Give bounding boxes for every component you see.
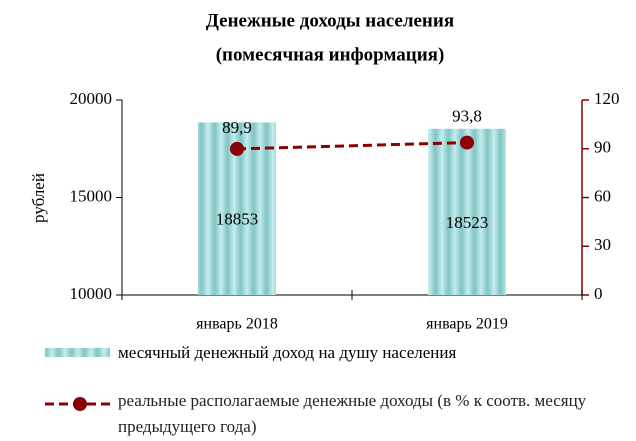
- line: [236, 141, 468, 151]
- y2-tick-label: 0: [594, 284, 603, 303]
- line-point: [460, 135, 474, 150]
- y2-tick-label: 60: [594, 186, 611, 205]
- bar-label: 18523: [446, 213, 489, 232]
- bar: [428, 128, 506, 295]
- chart-title: Денежные доходы населения: [206, 10, 454, 31]
- y-axis-label: рублей: [29, 173, 48, 223]
- y2-tick-label: 120: [594, 89, 620, 108]
- y-tick-label: 15000: [70, 186, 113, 205]
- y-tick-label: 20000: [70, 89, 113, 108]
- value-label: 93,8: [452, 106, 482, 125]
- line-point: [230, 141, 244, 156]
- y2-tick-label: 90: [594, 138, 611, 157]
- legend-label: месячный денежный доход на душу населени…: [118, 343, 456, 362]
- y2-tick-label: 30: [594, 235, 611, 254]
- y-tick-label: 10000: [70, 284, 113, 303]
- value-label: 89,9: [222, 118, 252, 137]
- legend-marker: [73, 397, 87, 411]
- chart-subtitle: (помесячная информация): [216, 44, 445, 65]
- x-tick-label: январь 2019: [426, 316, 508, 333]
- bar-label: 18853: [216, 210, 259, 229]
- legend-swatch: [45, 348, 110, 357]
- legend-label: реальные располагаемые денежные доходы (…: [118, 391, 587, 436]
- x-tick-label: январь 2018: [196, 316, 278, 333]
